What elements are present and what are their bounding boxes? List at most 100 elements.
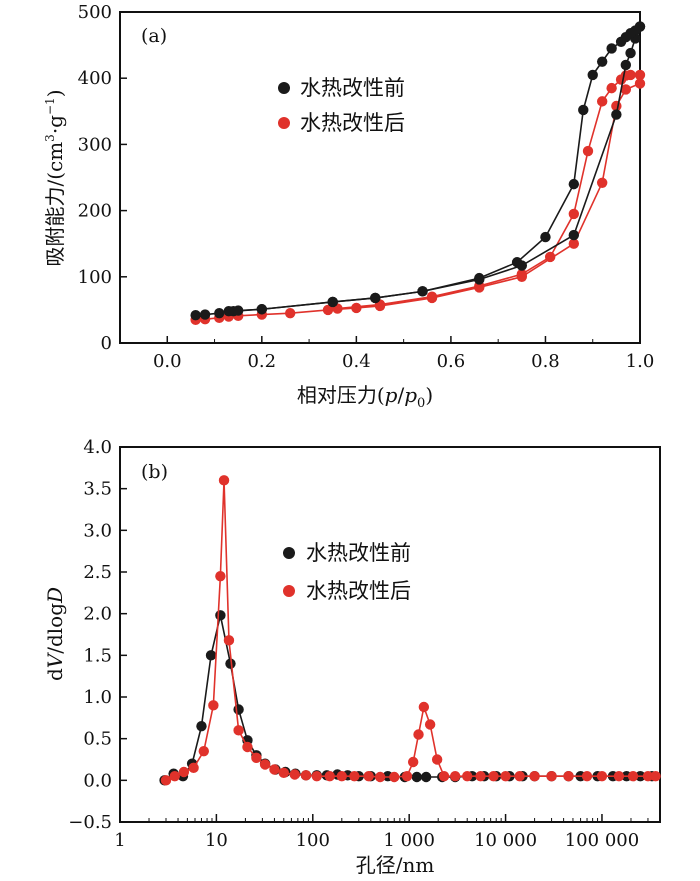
series-before-psd-point [215,610,226,621]
chart-a-plot-area [190,21,646,326]
series-after-adsorption-point [620,84,632,95]
chart-a-y-tick-label: 200 [78,201,112,222]
chart-a-x-tick-label: 0.6 [437,351,466,372]
series-after-psd-point [208,700,219,711]
series-after-desorption-point [426,291,438,302]
chart-b-y-title-V: V [43,651,67,668]
series-after-psd-point [650,770,661,782]
series-before-psd-point [225,658,236,669]
chart-a-x-axis: 0.0 0.2 0.4 0.6 0.8 1.0 [119,336,655,372]
series-before-desorption-point [370,292,381,304]
chart-b-x-tick-label: 10 [205,830,228,851]
series-before-desorption-point [587,69,598,81]
series-after-psd-point [215,570,226,582]
series-after-desorption-point [568,208,580,220]
chart-a-y-tick-label: 0 [101,333,112,354]
series-before-adsorption-point [214,308,225,319]
chart-a-x-title-main: 相对压力( [297,383,385,407]
series-after-psd-point [223,635,235,646]
series-before-adsorption-point [190,310,201,321]
series-after-psd-point [300,770,312,781]
series-after-psd-point [259,759,271,770]
series-after-adsorption-point [284,308,296,319]
series-after-psd-point [563,770,574,782]
chart-a-frame [119,11,641,344]
series-before-desorption-point [327,296,338,308]
series-before-desorption-point [474,272,485,284]
chart-b-legend: 水热改性前 水热改性后 [283,541,411,603]
series-after-psd-point [438,770,450,782]
series-before-desorption-line [228,25,641,313]
series-after-psd-point [389,771,400,783]
series-after-adsorption-point [634,78,646,89]
series-after-psd-point [363,770,374,782]
series-after-adsorption-point [351,302,362,314]
series-after-psd-point [642,770,654,782]
series-before-adsorption-point [199,309,211,320]
series-after-psd-point [462,770,473,782]
chart-b-x-tick-label: 100 [296,830,330,851]
chart-b-y-tick-label: 4.0 [83,437,112,458]
series-before-adsorption-point [568,229,580,241]
series-after-psd-point [198,745,209,757]
chart-a-x-title-sub: 0 [417,396,425,411]
chart-b-x-tick-label: 1 [114,830,125,851]
series-before-desorption-point [232,305,244,316]
legend-b-after-marker [283,585,295,597]
chart-b-y-title-D: D [43,587,67,604]
chart-b-x-tick-label: 10 000 [474,830,537,851]
series-after-psd-point [251,752,262,764]
series-before-psd-point [233,704,244,715]
chart-a-x-axis-title: 相对压力(p/p0) [297,383,433,411]
series-after-psd-point [311,770,322,782]
chart-a-y-title-close: ) [43,89,67,97]
chart-a-x-title-close: ) [425,383,433,407]
series-after-desorption-point [634,69,646,81]
series-after-psd-point [188,762,199,774]
series-after-desorption-point [596,96,608,107]
chart-a-y-axis-title: 吸附能力/(cm3·g−1) [43,89,67,266]
series-after-psd-point [178,766,190,778]
series-after-adsorption-point [568,238,580,249]
chart-a-x-title-p0: p [404,383,417,407]
legend-a-after-label: 水热改性后 [300,111,405,135]
series-after-adsorption-point [322,304,334,316]
series-before-psd-point [420,771,432,783]
chart-b-y-axis-title: dV/dlogD [43,587,67,681]
chart-a-x-tick-label: 0.8 [531,351,560,372]
series-after-psd-point [269,764,280,775]
series-after-desorption-point [615,74,627,85]
series-before-desorption-point [606,43,617,54]
series-after-psd-point [242,741,253,753]
series-before-adsorption-point [625,47,636,59]
chart-a-x-tick-label: 0.0 [153,351,182,372]
series-after-psd-point [475,770,486,782]
chart-a-x-tick-label: 1.0 [626,351,655,372]
series-before-desorption-point [596,56,608,67]
series-after-psd-point [218,475,230,486]
series-after-psd-point [581,770,593,782]
series-after-adsorption-point [596,177,608,188]
series-before-adsorption-point [620,59,632,71]
series-before-psd-point [205,650,217,661]
chart-b-x-tick-label: 100 000 [565,830,639,851]
series-after-psd-point [233,725,244,736]
series-after-psd-point [336,770,347,782]
chart-b-y-title-d: d [43,668,67,681]
series-after-desorption-point [606,82,617,94]
series-before-adsorption-line [195,26,641,316]
chart-b-y-tick-label: 0.5 [83,729,112,750]
legend-a-before-marker [278,82,290,94]
series-before-adsorption-point [611,109,622,120]
series-before-desorption-point [578,104,589,116]
chart-b-y-axis: −0.5 0.0 0.5 1.0 1.5 2.0 2.5 3.0 3.5 4.0 [68,437,127,833]
series-after-psd-point [529,770,540,782]
chart-a-y-axis: 0 100 200 300 400 500 [78,2,127,354]
chart-b-y-tick-label: 0.0 [83,770,112,791]
chart-a-y-title-exp3: 3 [43,134,57,142]
chart-b-y-tick-label: 3.0 [83,520,112,541]
chart-a-x-tick-label: 0.2 [247,351,276,372]
chart-a-y-tick-label: 400 [78,68,112,89]
series-after-psd-point [413,729,424,740]
